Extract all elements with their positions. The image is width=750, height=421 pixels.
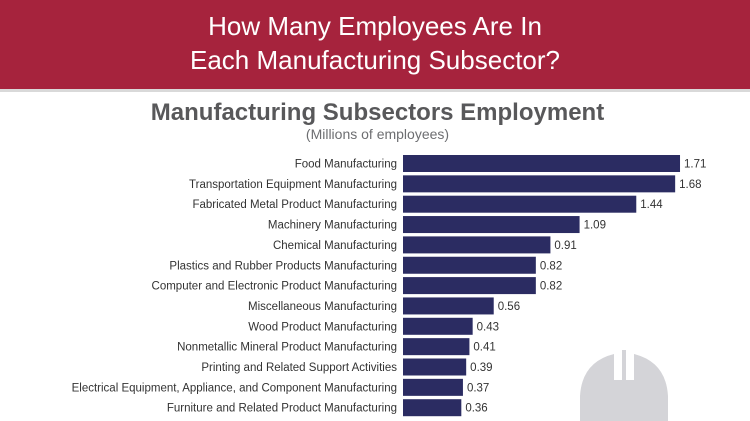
bar [403,277,536,295]
value-label: 0.36 [465,403,487,415]
bar [403,236,551,254]
category-label: Plastics and Rubber Products Manufacturi… [169,260,397,272]
category-label: Computer and Electronic Product Manufact… [152,281,397,293]
category-label: Electrical Equipment, Appliance, and Com… [72,382,397,394]
category-label: Nonmetallic Mineral Product Manufacturin… [177,342,397,354]
value-label: 0.56 [498,301,520,313]
bar [403,399,462,417]
value-label: 0.39 [470,362,492,374]
category-label: Furniture and Related Product Manufactur… [167,403,397,415]
value-label: 1.71 [684,159,706,171]
category-label: Miscellaneous Manufacturing [248,301,397,313]
category-label: Machinery Manufacturing [268,220,397,232]
page-title: How Many Employees Are In Each Manufactu… [190,11,560,75]
category-label: Transportation Equipment Manufacturing [189,179,397,191]
bar [403,256,536,274]
value-label: 1.68 [679,179,701,191]
bar [403,216,580,234]
category-label: Wood Product Manufacturing [248,321,397,333]
value-label: 0.43 [477,321,499,333]
value-label: 0.37 [467,382,489,394]
bar [403,155,681,172]
bar [403,338,470,356]
bar [403,317,473,335]
value-label: 0.91 [554,240,576,252]
chart-title: Manufacturing Subsectors Employment [150,99,605,126]
category-label: Chemical Manufacturing [273,240,397,252]
value-label: 0.41 [473,342,495,354]
category-label: Printing and Related Support Activities [201,362,397,374]
category-label: Food Manufacturing [295,159,397,171]
bar [403,195,637,213]
bar [403,358,467,376]
category-label: Fabricated Metal Product Manufacturing [192,199,397,211]
chart-subtitle: (Millions of employees) [305,126,450,142]
value-label: 1.44 [640,199,663,211]
value-label: 1.09 [584,220,606,232]
value-label: 0.82 [540,260,562,272]
value-label: 0.82 [540,281,562,293]
hard-hat-icon [580,350,668,421]
header-banner: How Many Employees Are In Each Manufactu… [0,0,750,92]
bar [403,175,676,193]
bar [403,297,494,315]
bar [403,378,463,396]
